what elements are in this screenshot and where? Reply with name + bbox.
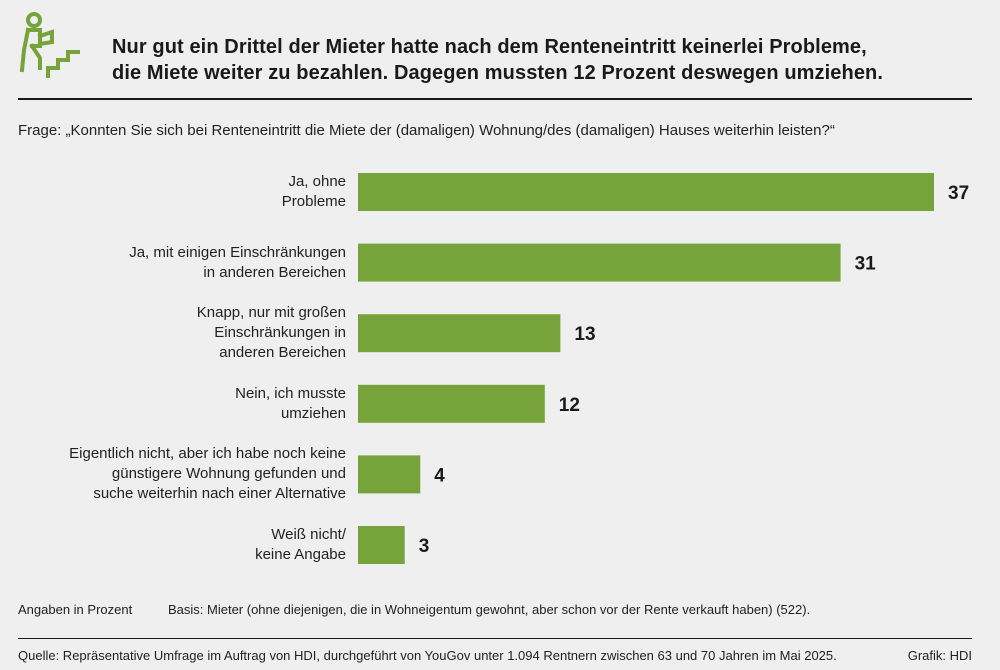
title-line-2: die Miete weiter zu bezahlen. Dagegen mu…: [112, 62, 884, 84]
top-divider: [18, 98, 972, 100]
category-label-line: Einschränkungen in: [214, 324, 346, 342]
category-label-5: Weiß nicht/keine Angabe: [255, 525, 346, 565]
bar-value-label-1: 31: [855, 254, 877, 275]
source-note: Quelle: Repräsentative Umfrage im Auftra…: [18, 648, 837, 663]
bar-chart: 37 31 13 12 4 3 Ja, ohne Probleme Ja, mit einig…: [0, 160, 1000, 585]
bar-5: [358, 526, 405, 564]
bar-value-label-4: 4: [434, 465, 445, 486]
category-label-line: Ja, mit einigen Einschränkungen: [129, 243, 346, 261]
category-label-0: Ja, ohne Probleme: [282, 172, 346, 212]
survey-question: Frage: „Konnten Sie sich bei Renteneintr…: [18, 122, 835, 139]
category-label-line: Weiß nicht/: [271, 526, 346, 543]
category-label-3: Nein, ich musste umziehen: [235, 384, 346, 424]
category-label-line: suche weiterhin nach einer Alternative: [93, 485, 346, 503]
title-line-1: Nur gut ein Drittel der Mieter hatte nac…: [112, 36, 867, 58]
bar-value-label-2: 13: [574, 324, 595, 345]
category-label-line: umziehen: [280, 404, 346, 422]
category-label-line: Knapp, nur mit großen: [196, 304, 346, 322]
person-climbing-stairs-icon: [19, 12, 80, 78]
header: Nur gut ein Drittel der Mieter hatte nac…: [18, 10, 982, 98]
bar-value-label-5: 3: [419, 536, 430, 557]
category-label-2: Knapp, nur mit großen Einschränkungen in a…: [197, 303, 346, 363]
units-note: Angaben in Prozent: [18, 602, 133, 617]
category-label-line: keine Angabe: [255, 546, 346, 563]
bar-value-label-0: 37: [948, 183, 969, 204]
basis-note: Basis: Mieter (ohne diejenigen, die in W…: [168, 602, 811, 617]
category-label-line: anderen Bereichen: [219, 344, 346, 362]
category-label-line: in anderen Bereichen: [203, 263, 346, 281]
bar-chart-svg: 37 31 13 12 4 3: [358, 173, 969, 564]
category-label-4: Eigentlich nicht, aber ich habe noch kei…: [69, 444, 346, 504]
bar-2: [358, 314, 561, 353]
category-label-line: Probleme: [281, 193, 346, 210]
bottom-divider: [18, 638, 972, 639]
category-label-line: Ja, ohne: [288, 173, 346, 190]
bar-1: [358, 243, 841, 282]
graphic-credit: Grafik: HDI: [907, 648, 972, 663]
category-label-line: günstigere Wohnung gefunden und: [111, 465, 346, 483]
bar-3: [358, 384, 545, 423]
category-label-line: Eigentlich nicht, aber ich habe noch kei…: [69, 445, 346, 463]
bar-value-label-3: 12: [559, 395, 580, 416]
category-label-line: Nein, ich musste: [235, 384, 346, 402]
bar-4: [358, 455, 421, 494]
bar-0: [358, 173, 934, 211]
chart-title: Nur gut ein Drittel der Mieter hatte nac…: [112, 34, 972, 86]
category-label-1: Ja, mit einigen Einschränkungen in andere…: [129, 243, 346, 283]
